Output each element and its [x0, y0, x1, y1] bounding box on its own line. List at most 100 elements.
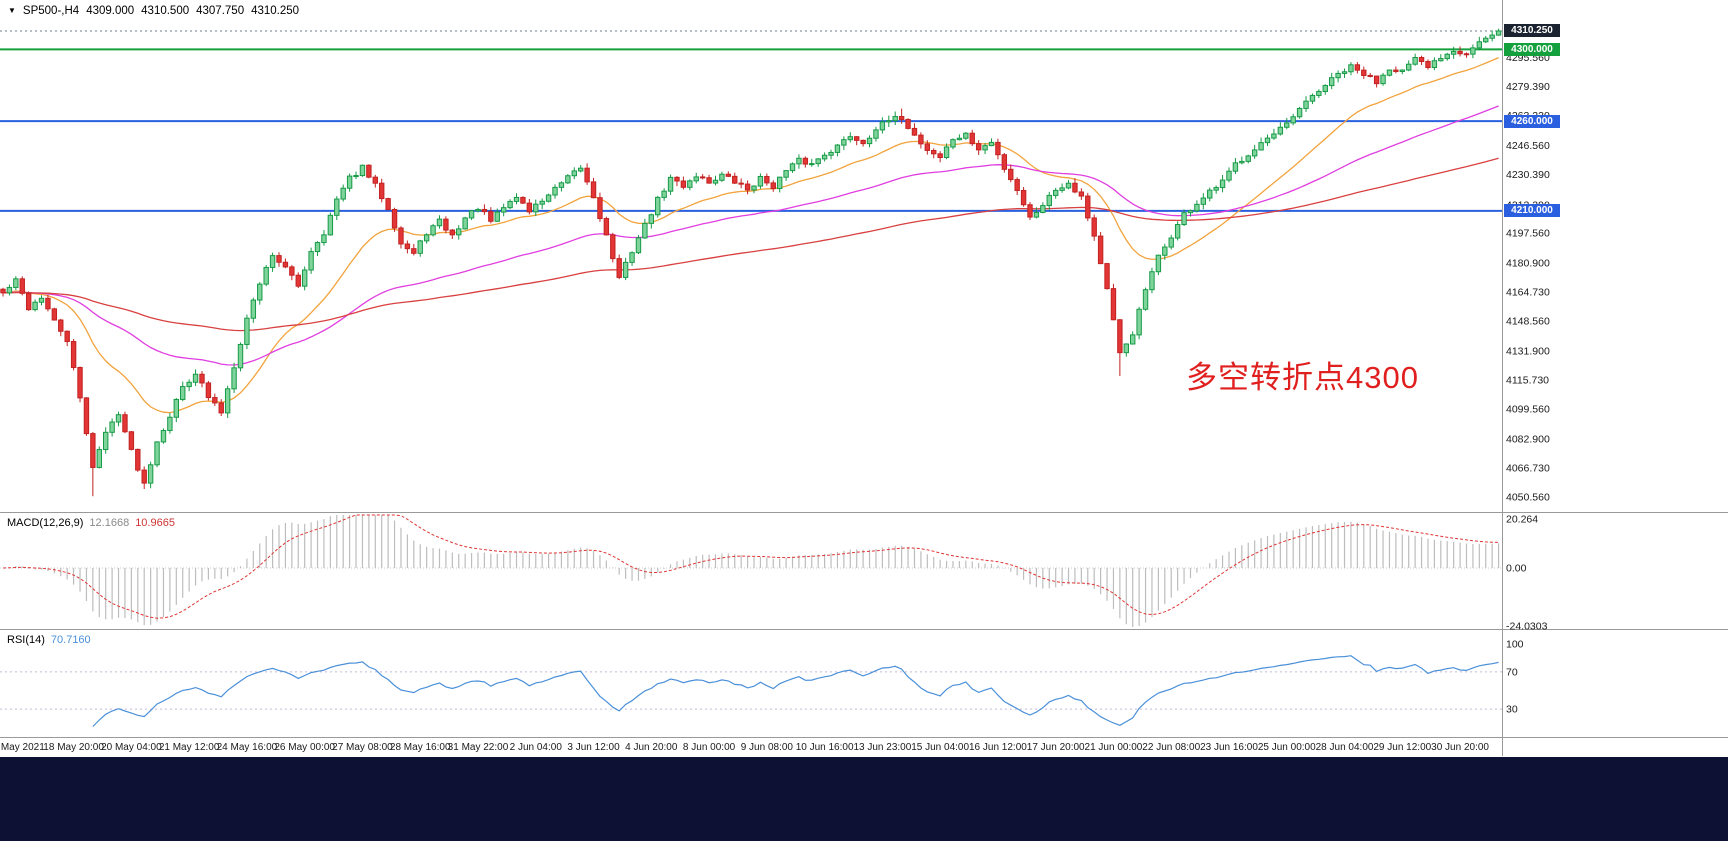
- candle-body: [674, 176, 680, 182]
- candle-body: [38, 297, 45, 303]
- candle-body: [13, 278, 19, 288]
- candle-body: [757, 175, 764, 187]
- price-tick-label: 4115.730: [1506, 375, 1549, 387]
- date-label: 29 Jun 12:00: [1373, 742, 1431, 753]
- candle-body: [821, 154, 828, 160]
- candle-body: [494, 211, 500, 222]
- candle-body: [122, 414, 128, 433]
- candle-body: [64, 330, 70, 343]
- candle-body: [1085, 195, 1091, 219]
- candle-body: [552, 186, 558, 196]
- price-tick-label: 4066.730: [1506, 462, 1550, 474]
- price-tick-label: 4246.560: [1506, 140, 1550, 152]
- candle-body: [783, 170, 789, 178]
- candle-body: [1091, 217, 1097, 237]
- symbol-direction-icon[interactable]: ▼: [8, 6, 16, 15]
- candle-body: [1258, 142, 1264, 151]
- date-label: 8 Jun 00:00: [683, 742, 736, 753]
- candle-body: [770, 182, 776, 190]
- date-label: 25 Jun 00:00: [1258, 742, 1316, 753]
- candle-body: [969, 132, 975, 145]
- moving-average-fast-ma: [2, 57, 1499, 414]
- candle-body: [828, 151, 834, 156]
- ohlc-close: 4310.250: [251, 5, 300, 17]
- candle-body: [648, 214, 654, 224]
- candle-body: [1284, 122, 1290, 128]
- candle-body: [263, 266, 269, 285]
- candle-body: [809, 163, 815, 166]
- candle-body: [199, 373, 205, 384]
- candle-body: [1438, 58, 1444, 62]
- candle-body: [533, 203, 539, 213]
- candle-body: [1181, 212, 1187, 226]
- price-tick-label: 4099.560: [1506, 404, 1550, 416]
- candle-body: [751, 185, 757, 191]
- candle-body: [398, 227, 404, 245]
- macd-name: MACD(12,26,9): [7, 517, 84, 529]
- candle-body: [597, 197, 603, 220]
- candle-body: [1406, 63, 1412, 71]
- candle-body: [1290, 116, 1296, 124]
- candle-body: [346, 175, 353, 189]
- candle-body: [1431, 60, 1438, 68]
- candle-body: [160, 430, 167, 443]
- candle-body: [154, 441, 160, 466]
- candle-body: [699, 176, 706, 179]
- candle-body: [1014, 179, 1020, 191]
- candle-body: [488, 211, 494, 222]
- candle-body: [892, 116, 898, 122]
- candle-body: [186, 381, 192, 388]
- candle-body: [1412, 57, 1418, 65]
- candle-body: [1226, 170, 1232, 181]
- candle-body: [911, 127, 918, 136]
- candle-body: [1463, 53, 1470, 56]
- candle-body: [1239, 160, 1245, 164]
- candle-body: [321, 234, 327, 244]
- candle-body: [712, 179, 719, 184]
- candle-body: [103, 431, 109, 451]
- candle-body: [950, 139, 956, 148]
- candle-body: [1348, 64, 1354, 73]
- candle-body: [417, 240, 423, 254]
- candle-body: [25, 292, 32, 311]
- rsi-indicator-label: RSI(14) 70.7160: [7, 634, 91, 646]
- candle-body: [1046, 194, 1052, 207]
- candle-body: [147, 464, 154, 484]
- candle-body: [873, 129, 879, 139]
- candle-body: [45, 297, 51, 310]
- date-label: 22 Jun 08:00: [1142, 742, 1200, 753]
- candle-body: [982, 145, 988, 151]
- price-tick-label: 4279.390: [1506, 81, 1550, 93]
- price-tick-label: 4230.390: [1506, 169, 1550, 181]
- candle-body: [423, 234, 430, 242]
- candle-body: [1168, 237, 1174, 248]
- price-tick-label: 4197.560: [1506, 228, 1550, 240]
- price-tick-label: 4148.560: [1506, 316, 1550, 328]
- candle-body: [58, 319, 64, 332]
- candle-body: [1251, 149, 1258, 157]
- candle-body: [776, 176, 783, 190]
- candle-body: [456, 228, 462, 236]
- candle-body: [180, 386, 186, 400]
- candle-body: [1207, 189, 1213, 199]
- candle-body: [1418, 57, 1425, 63]
- price-tick-label: 4050.560: [1506, 491, 1550, 503]
- candle-body: [83, 397, 90, 435]
- candle-body: [1232, 162, 1239, 172]
- candle-body: [70, 341, 77, 368]
- candle-body: [584, 167, 590, 183]
- candle-body: [90, 433, 96, 468]
- candle-body: [1322, 85, 1328, 92]
- candle-body: [1303, 100, 1309, 109]
- candle-body: [1386, 69, 1393, 76]
- candle-body: [1457, 50, 1463, 55]
- candle-body: [719, 173, 725, 181]
- candle-body: [905, 118, 911, 129]
- date-label: 20 May 04:00: [101, 742, 162, 753]
- price-level-badge: 4310.250: [1504, 24, 1560, 38]
- candle-body: [282, 261, 289, 268]
- candle-body: [481, 208, 488, 213]
- candle-body: [449, 229, 456, 236]
- candle-body: [1130, 334, 1136, 345]
